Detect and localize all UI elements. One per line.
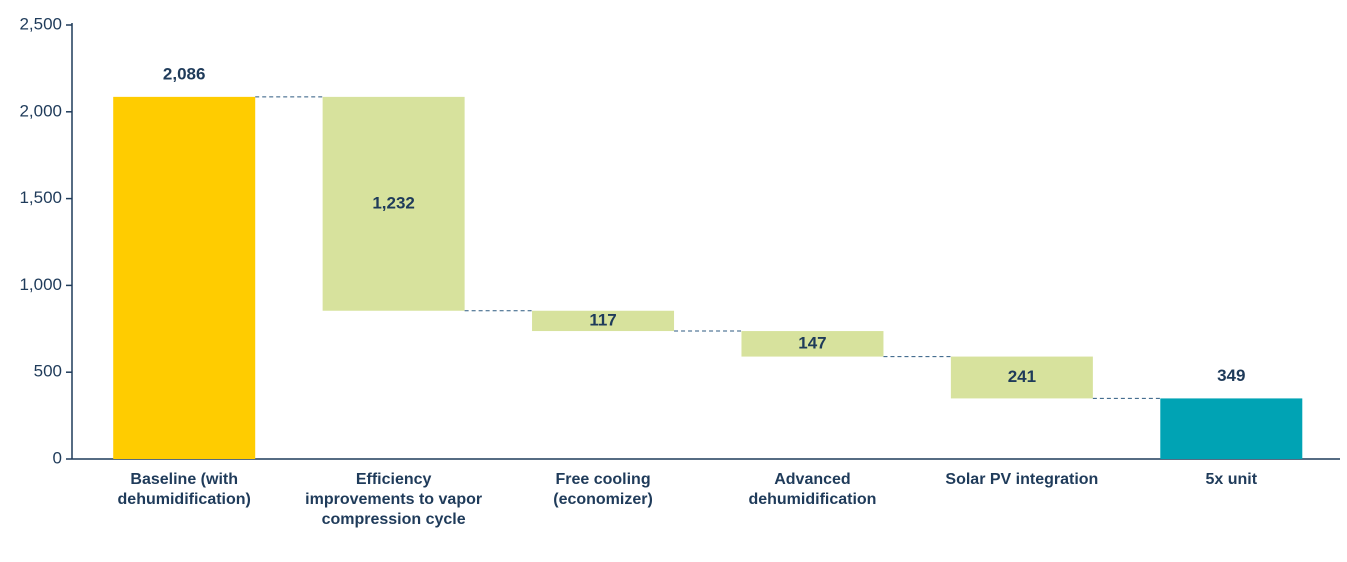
- value-label: 241: [1008, 367, 1036, 386]
- bar: [532, 310, 675, 332]
- value-label: 1,232: [372, 193, 415, 212]
- x-tick-label: Efficiency improvements to vapor compres…: [305, 471, 483, 528]
- y-tick-label: 2,500: [19, 14, 62, 33]
- x-tick-label: Solar PV integration: [945, 471, 1099, 488]
- value-label: 147: [798, 333, 826, 352]
- value-label: 349: [1217, 366, 1245, 385]
- bar: [322, 96, 465, 311]
- y-tick-label: 1,000: [19, 275, 62, 294]
- y-tick-label: 2,000: [19, 101, 62, 120]
- value-label: 117: [589, 310, 616, 329]
- y-tick-label: 0: [53, 448, 62, 467]
- x-tick-label: Free cooling (economizer): [553, 471, 653, 508]
- x-tick-label: 5x unit: [1205, 471, 1258, 488]
- y-tick-label: 1,500: [19, 188, 62, 207]
- bar: [1160, 398, 1303, 459]
- bar: [741, 331, 884, 357]
- x-tick-label: Advanced dehumidification: [748, 471, 877, 508]
- bar: [113, 96, 256, 460]
- value-label: 2,086: [163, 64, 206, 83]
- y-tick-label: 500: [34, 362, 62, 381]
- bar: [950, 356, 1093, 399]
- x-tick-label: Baseline (with dehumidification): [117, 471, 251, 508]
